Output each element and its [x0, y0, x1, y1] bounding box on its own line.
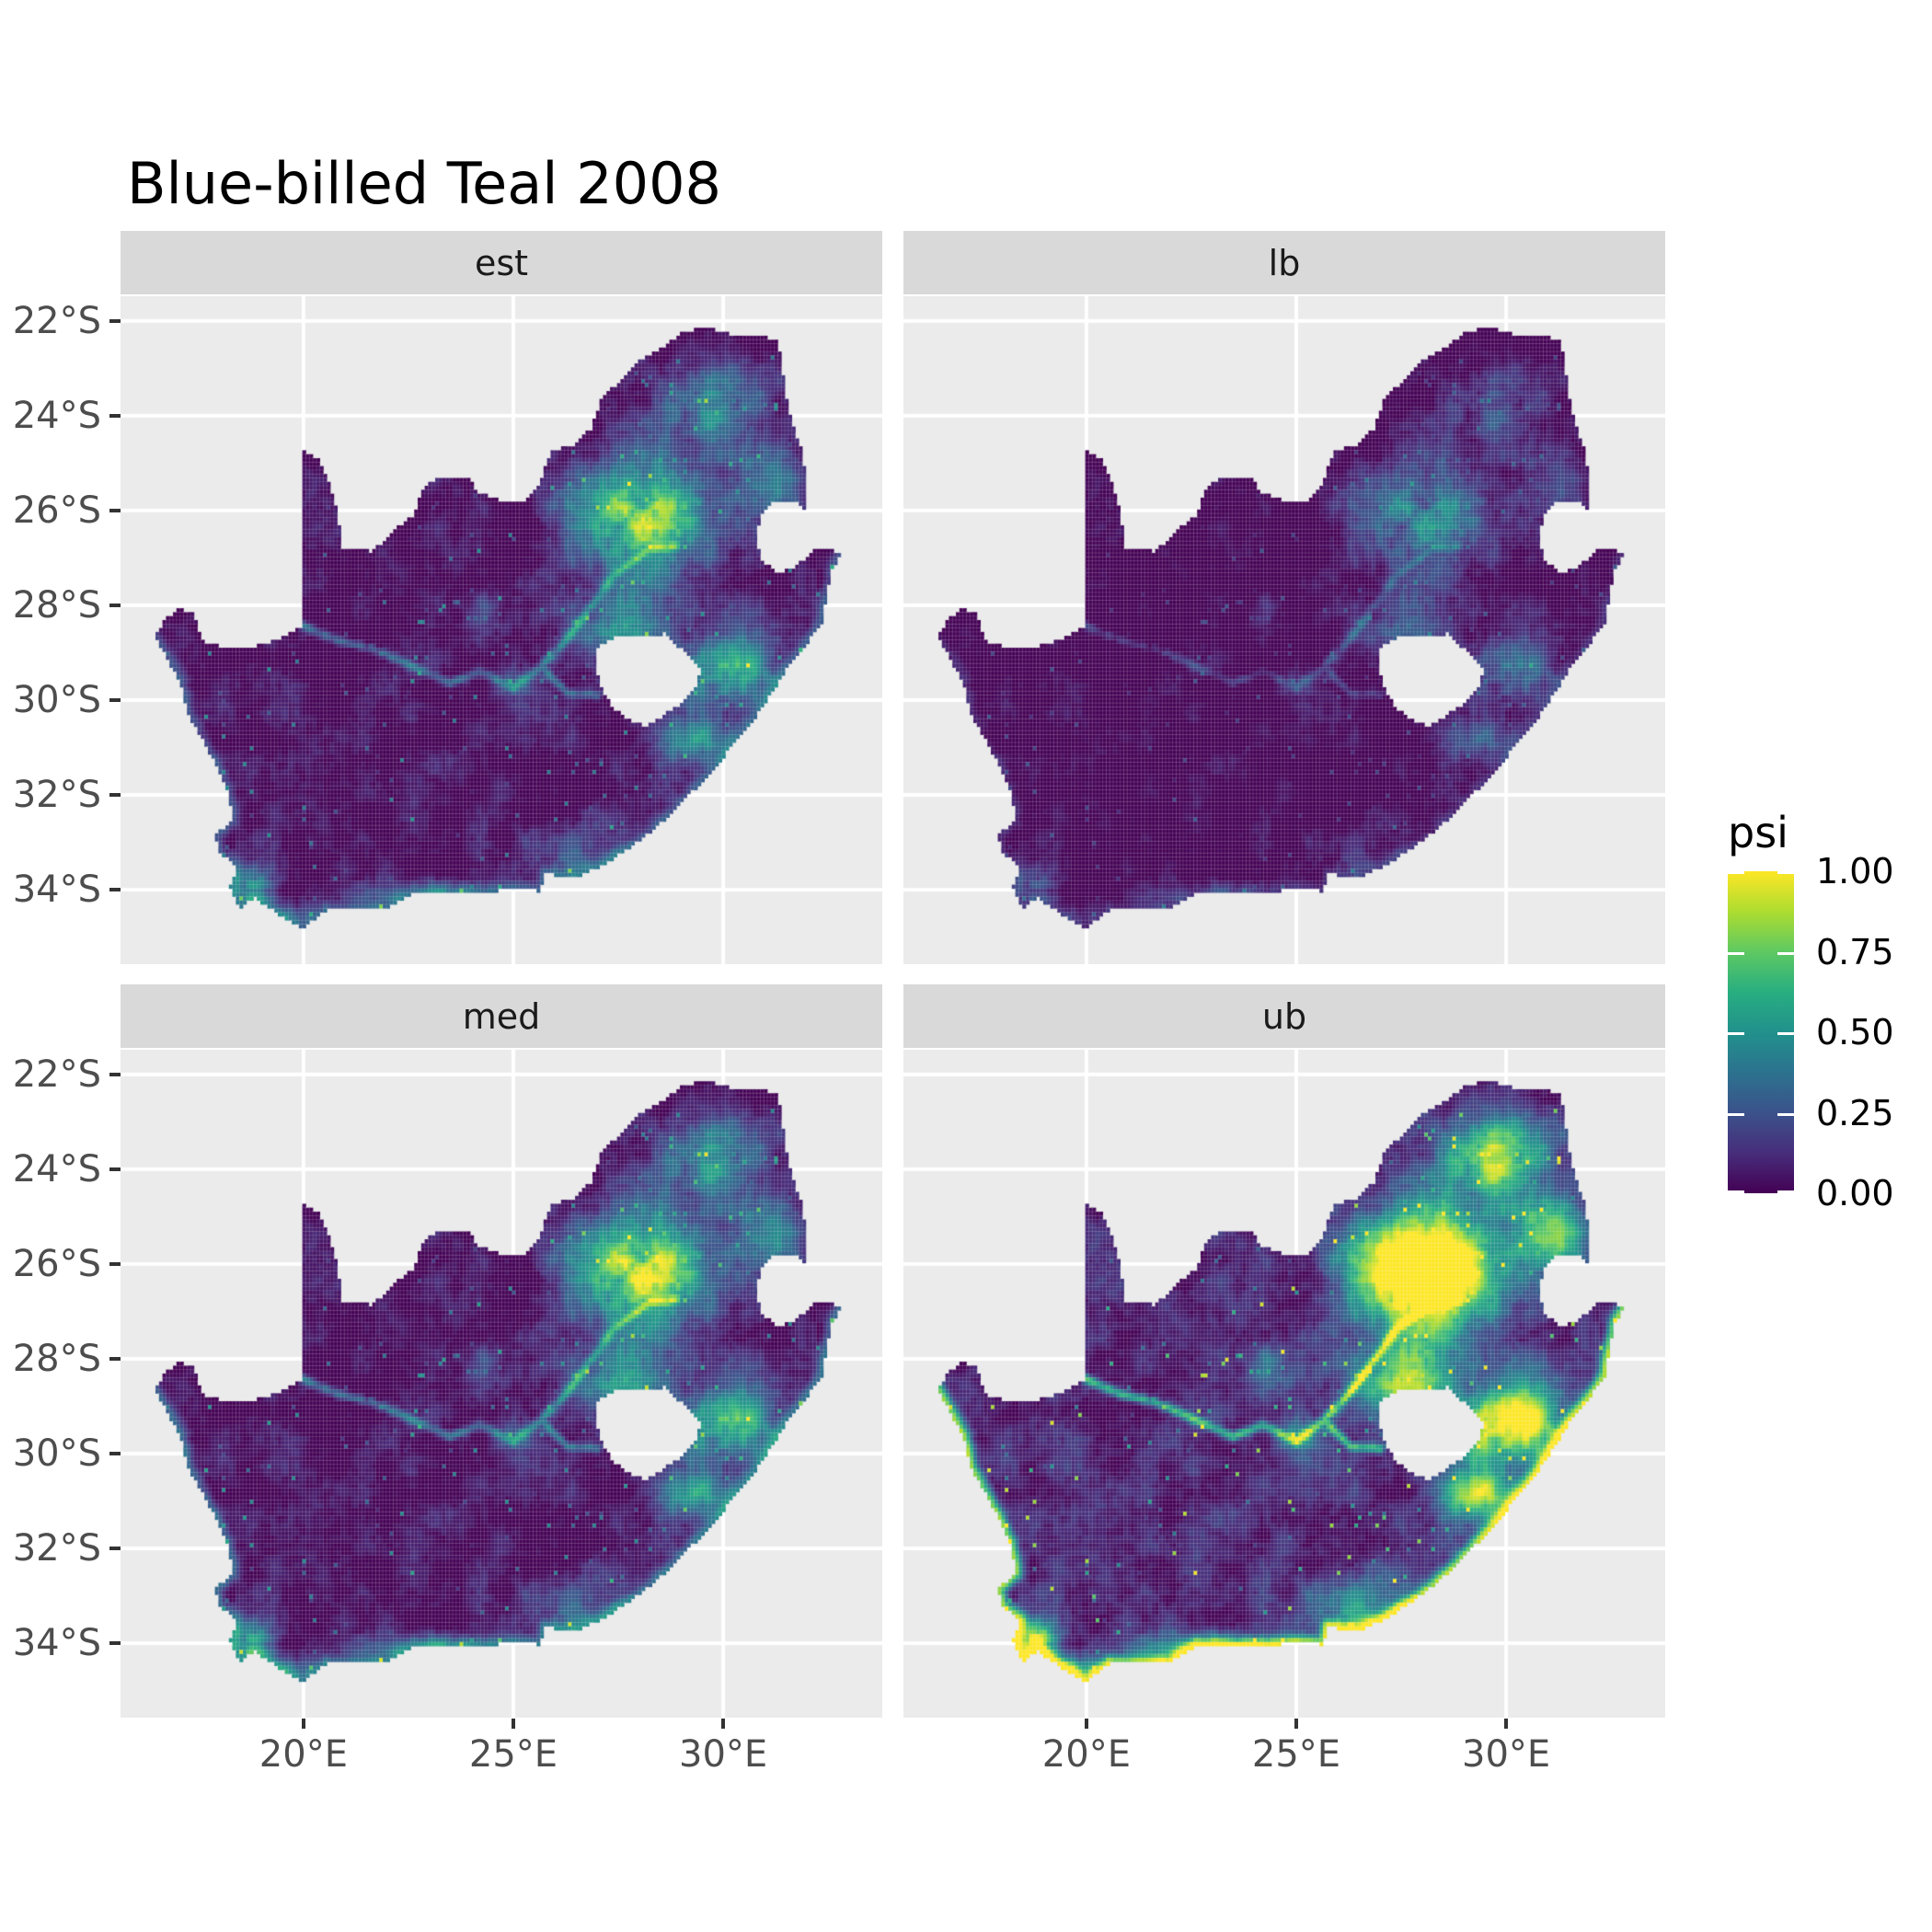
legend-title: psi	[1728, 808, 1788, 857]
y-axis-tick-label: 24°S	[12, 1147, 101, 1190]
x-axis-tick	[1084, 1719, 1088, 1729]
facet-strip-ub: ub	[903, 984, 1665, 1048]
map-canvas-lb	[903, 296, 1665, 964]
legend-tick	[1728, 1190, 1744, 1193]
y-axis-tick	[109, 508, 121, 512]
x-axis-tick	[721, 1719, 726, 1729]
facet-panel-est	[121, 296, 882, 964]
y-axis-tick	[109, 888, 121, 892]
x-axis-tick-label: 20°E	[259, 1733, 348, 1776]
legend-tick	[1777, 871, 1794, 874]
legend-tick	[1728, 871, 1744, 874]
facet-strip-lb: lb	[903, 231, 1665, 294]
y-axis-tick-label: 22°S	[12, 299, 101, 342]
legend-break-label: 1.00	[1816, 851, 1894, 891]
legend-tick	[1728, 1032, 1744, 1035]
y-axis-tick	[109, 1641, 121, 1646]
facet-panel-lb	[903, 296, 1665, 964]
legend-tick	[1777, 1112, 1794, 1116]
legend-tick	[1777, 1190, 1794, 1193]
x-axis-tick-label: 30°E	[1462, 1733, 1551, 1776]
y-axis-tick-label: 34°S	[12, 1622, 101, 1665]
y-axis-tick-label: 34°S	[12, 868, 101, 912]
map-canvas-est	[121, 296, 882, 964]
legend-break-label: 0.00	[1816, 1173, 1894, 1213]
facet-strip-med: med	[121, 984, 882, 1048]
y-axis-tick	[109, 413, 121, 418]
y-axis-tick	[109, 793, 121, 798]
y-axis-tick	[109, 698, 121, 702]
y-axis-tick	[109, 1356, 121, 1361]
legend-tick	[1777, 951, 1794, 955]
y-axis-tick-label: 30°S	[12, 1432, 101, 1475]
y-axis-tick-label: 22°S	[12, 1052, 101, 1096]
facet-strip-label: lb	[1268, 242, 1301, 283]
x-axis-tick-label: 25°E	[468, 1733, 558, 1776]
map-canvas-ub	[903, 1050, 1665, 1718]
legend-break-label: 0.50	[1816, 1012, 1894, 1052]
facet-panel-med	[121, 1050, 882, 1718]
y-axis-tick-label: 26°S	[12, 1242, 101, 1285]
legend-break-label: 0.75	[1816, 931, 1894, 972]
y-axis-tick-label: 26°S	[12, 489, 101, 532]
y-axis-tick	[109, 1072, 121, 1076]
x-axis-tick	[301, 1719, 305, 1729]
facet-strip-est: est	[121, 231, 882, 294]
y-axis-tick	[109, 603, 121, 607]
y-axis-tick	[109, 318, 121, 323]
facet-panel-ub	[903, 1050, 1665, 1718]
y-axis-tick-label: 28°S	[12, 583, 101, 627]
y-axis-tick-label: 32°S	[12, 1527, 101, 1570]
y-axis-tick-label: 24°S	[12, 394, 101, 437]
legend-tick	[1777, 1032, 1794, 1035]
facet-strip-label: ub	[1261, 995, 1307, 1037]
map-canvas-med	[121, 1050, 882, 1718]
y-axis-tick	[109, 1167, 121, 1171]
x-axis-tick-label: 25°E	[1251, 1733, 1341, 1776]
y-axis-tick	[109, 1261, 121, 1266]
x-axis-tick-label: 30°E	[679, 1733, 768, 1776]
legend-tick	[1728, 1112, 1744, 1116]
plot-title: Blue-billed Teal 2008	[127, 150, 722, 217]
facet-strip-label: med	[462, 995, 541, 1037]
y-axis-tick-label: 28°S	[12, 1337, 101, 1380]
facet-strip-label: est	[474, 242, 529, 283]
y-axis-tick	[109, 1547, 121, 1551]
x-axis-tick	[1294, 1719, 1298, 1729]
y-axis-tick-label: 30°S	[12, 679, 101, 721]
x-axis-tick	[512, 1719, 515, 1729]
legend-tick	[1728, 951, 1744, 955]
y-axis-tick-label: 32°S	[12, 774, 101, 817]
x-axis-tick	[1504, 1719, 1509, 1729]
y-axis-tick	[109, 1452, 121, 1455]
x-axis-tick-label: 20°E	[1041, 1733, 1131, 1776]
legend-break-label: 0.25	[1816, 1092, 1894, 1133]
